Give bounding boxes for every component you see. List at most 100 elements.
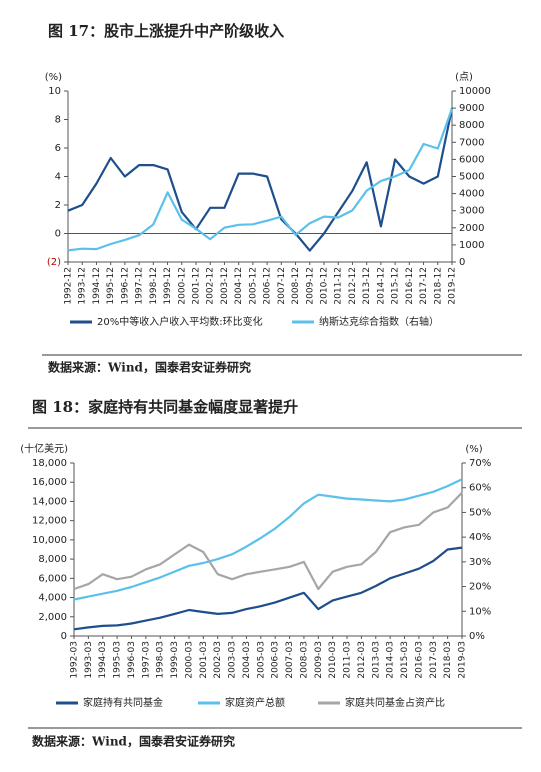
x-tick-label: 1998-12: [149, 267, 159, 305]
x-tick-label: 2001-12: [192, 267, 202, 305]
source: 数据来源：Wind，国泰君安证券研究: [32, 734, 235, 749]
y-tick-label: 8: [55, 115, 61, 126]
x-tick-label: 2002-03: [213, 641, 223, 679]
y-tick-label: 16,000: [32, 477, 67, 488]
y2-axis-label: (%): [465, 444, 482, 455]
y2-tick-label: 4000: [459, 189, 484, 200]
legend-label: 家庭持有共同基金: [83, 696, 163, 709]
x-tick-label: 1992-03: [70, 641, 80, 679]
y2-tick-label: 10%: [469, 606, 491, 617]
y-tick-label: 0: [61, 631, 67, 642]
x-tick-label: 2003-12: [220, 267, 230, 305]
y-tick-label: 8,000: [38, 554, 67, 565]
y-axis-label: (%): [45, 72, 62, 83]
x-tick-label: 2009-03: [314, 641, 324, 679]
legend-label: 纳斯达克综合指数（右轴）: [319, 315, 439, 328]
y2-tick-label: 8000: [459, 120, 484, 131]
x-tick-label: 2008-12: [291, 267, 301, 305]
y2-tick-label: 5000: [459, 172, 484, 183]
x-tick-label: 2001-03: [199, 641, 209, 679]
figure-title: 图 17：股市上涨提升中产阶级收入: [48, 22, 284, 40]
series-line: [73, 478, 463, 601]
x-tick-label: 2004-12: [234, 267, 244, 305]
source: 数据来源：Wind，国泰君安证券研究: [48, 360, 251, 375]
x-tick-label: 2012-12: [348, 267, 358, 305]
x-tick-label: 2016-12: [405, 267, 415, 305]
x-tick-label: 2018-03: [443, 641, 453, 679]
x-tick-label: 2003-03: [228, 641, 238, 679]
y-tick-label: 10,000: [32, 535, 67, 546]
y2-tick-label: 2000: [459, 223, 484, 234]
x-tick-label: 2019-12: [448, 267, 458, 305]
y2-tick-label: 0%: [469, 631, 485, 642]
x-tick-label: 2011-03: [343, 641, 353, 679]
x-tick-label: 2013-12: [362, 267, 372, 305]
y2-tick-label: 1000: [459, 240, 484, 251]
x-tick-label: 2017-12: [419, 267, 429, 305]
series-line: [67, 107, 454, 252]
legend-label: 家庭共同基金占资产比: [345, 696, 445, 709]
x-tick-label: 2011-12: [334, 267, 344, 305]
y2-tick-label: 60%: [469, 483, 491, 494]
x-tick-label: 2014-12: [376, 267, 386, 305]
y2-tick-label: 7000: [459, 137, 484, 148]
y-tick-label: 2: [55, 200, 61, 211]
x-tick-label: 1997-03: [141, 641, 151, 679]
x-tick-label: 2014-03: [386, 641, 396, 679]
x-tick-label: 2017-03: [429, 641, 439, 679]
x-tick-label: 2015-12: [391, 267, 401, 305]
y-tick-label: 6: [55, 143, 61, 154]
x-tick-label: 2006-12: [263, 267, 273, 305]
x-tick-label: 1998-03: [156, 641, 166, 679]
x-tick-label: 1996-03: [127, 641, 137, 679]
y-axis-label: (十亿美元): [20, 442, 68, 455]
figure-title: 图 18：家庭持有共同基金幅度显著提升: [32, 398, 298, 416]
x-tick-label: 2000-12: [177, 267, 187, 305]
x-tick-label: 2013-03: [371, 641, 381, 679]
y-tick-label: 12,000: [32, 516, 67, 527]
x-tick-label: 2009-12: [305, 267, 315, 305]
x-tick-label: 2019-03: [458, 641, 468, 679]
legend-label: 家庭资产总额: [225, 696, 285, 709]
y-tick-label: 4: [55, 172, 61, 183]
x-tick-label: 1999-03: [170, 641, 180, 679]
y2-tick-label: 70%: [469, 458, 491, 469]
y-tick-label: 14,000: [32, 496, 67, 507]
x-tick-label: 2016-03: [414, 641, 424, 679]
x-tick-label: 2005-12: [248, 267, 258, 305]
x-tick-label: 2015-03: [400, 641, 410, 679]
x-tick-label: 1999-12: [163, 267, 173, 305]
x-tick-label: 1995-03: [113, 641, 123, 679]
y-tick-label: 0: [55, 229, 61, 240]
y-tick-label: 18,000: [32, 458, 67, 469]
y2-tick-label: 30%: [469, 557, 491, 568]
y2-tick-label: 20%: [469, 582, 491, 593]
x-tick-label: 1997-12: [135, 267, 145, 305]
series-line: [73, 491, 463, 591]
y2-axis-label: (点): [455, 71, 473, 83]
series-line: [73, 546, 463, 631]
x-tick-label: 1994-12: [92, 267, 102, 305]
x-tick-label: 1996-12: [120, 267, 130, 305]
y-tick-label: (2): [47, 257, 61, 268]
x-tick-label: 2012-03: [357, 641, 367, 679]
y-tick-label: 6,000: [38, 573, 67, 584]
x-tick-label: 2010-03: [328, 641, 338, 679]
x-tick-label: 1992-12: [64, 267, 74, 305]
x-tick-label: 1993-03: [84, 641, 94, 679]
x-tick-label: 2007-12: [277, 267, 287, 305]
x-tick-label: 2005-03: [256, 641, 266, 679]
series-line: [67, 108, 454, 252]
x-tick-label: 2002-12: [206, 267, 216, 305]
y-tick-label: 4,000: [38, 593, 67, 604]
x-tick-label: 2007-03: [285, 641, 295, 679]
y2-tick-label: 9000: [459, 103, 484, 114]
y-tick-label: 10: [48, 86, 61, 97]
x-tick-label: 1994-03: [98, 641, 108, 679]
x-tick-label: 2008-03: [299, 641, 309, 679]
x-tick-label: 2018-12: [433, 267, 443, 305]
y2-tick-label: 6000: [459, 154, 484, 165]
y2-tick-label: 3000: [459, 206, 484, 217]
